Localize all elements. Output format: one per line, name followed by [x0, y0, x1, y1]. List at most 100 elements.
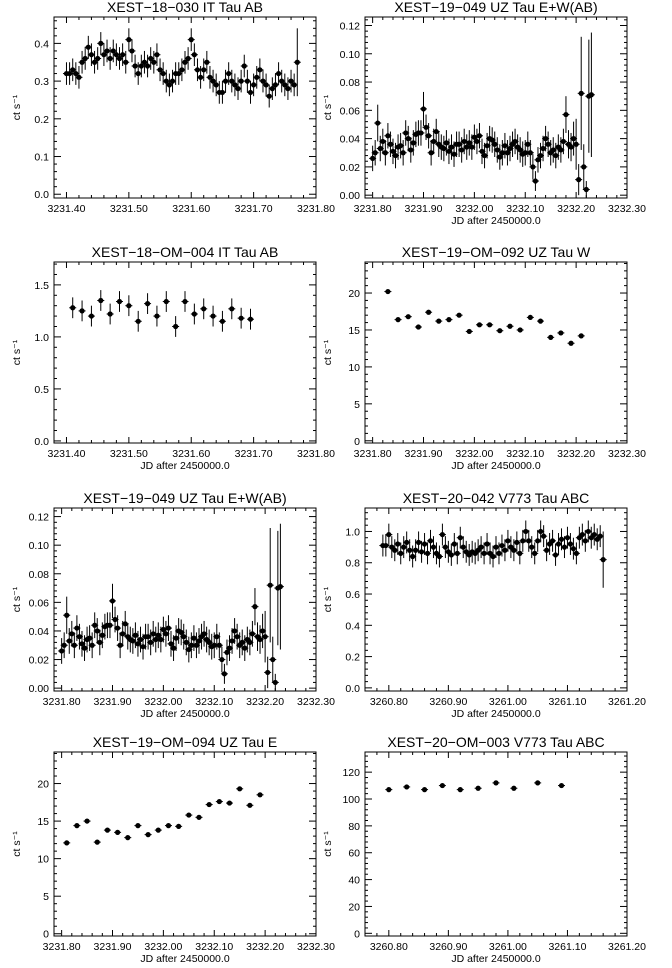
data-point — [183, 639, 189, 645]
y-axis-label: ct s⁻¹ — [11, 831, 23, 857]
x-tick-label: 3231.80 — [354, 203, 392, 215]
y-tick-label: 0.00 — [29, 683, 50, 695]
data-point — [224, 649, 230, 655]
data-point — [530, 164, 536, 170]
plot-frame — [53, 16, 317, 199]
data-point — [392, 547, 398, 553]
y-tick-label: 0.12 — [340, 20, 361, 32]
data-point — [568, 144, 574, 150]
data-point — [581, 164, 587, 170]
data-point — [95, 55, 101, 62]
x-tick-label: 3260.80 — [370, 941, 408, 953]
data-point — [517, 550, 523, 556]
data-point — [76, 634, 83, 640]
data-point — [567, 541, 574, 547]
data-point — [247, 639, 253, 645]
y-tick-label: 15 — [348, 325, 360, 337]
data-point — [241, 63, 247, 69]
y-tick-label: 1.0 — [345, 526, 360, 538]
x-axis-label: JD after 2450000.0 — [140, 953, 229, 965]
data-point — [165, 823, 172, 829]
data-point — [272, 82, 279, 88]
data-point — [132, 63, 138, 69]
data-point — [64, 612, 70, 618]
data-point — [415, 539, 422, 546]
data-point — [154, 313, 160, 319]
data-point — [197, 74, 204, 80]
data-point — [98, 40, 104, 46]
data-point — [425, 309, 432, 315]
x-tick-label: 3261.20 — [608, 696, 646, 708]
data-point — [179, 67, 185, 73]
data-point — [272, 679, 278, 686]
data-point — [505, 538, 511, 544]
x-tick-label: 3231.80 — [297, 448, 335, 460]
y-tick-label: 0.1 — [34, 152, 49, 164]
data-point — [448, 552, 454, 558]
panel-3: XEST−18−OM−004 IT Tau AB 3231.40 3231.50 32… — [11, 244, 335, 472]
data-point — [70, 67, 76, 73]
data-point — [489, 137, 495, 143]
data-point — [522, 150, 528, 156]
data-point — [277, 584, 283, 590]
data-point — [466, 140, 472, 146]
data-point — [576, 177, 582, 183]
x-tick-label: 3231.40 — [47, 203, 85, 215]
y-tick-label: 0.04 — [340, 134, 361, 146]
data-point — [511, 547, 517, 553]
data-point — [585, 528, 591, 535]
data-point — [421, 787, 428, 793]
panel-title: XEST−20−OM−003 V773 Tau ABC — [387, 734, 604, 750]
data-point — [398, 143, 404, 149]
x-tick-label: 3260.80 — [370, 696, 408, 708]
data-point — [540, 145, 546, 152]
y-axis-label: ct s⁻¹ — [11, 339, 23, 365]
data-point — [471, 134, 477, 140]
x-tick-label: 3231.60 — [172, 448, 210, 460]
data-point — [451, 541, 457, 547]
data-point — [507, 323, 513, 329]
data-point — [114, 625, 121, 631]
data-point — [433, 128, 439, 135]
data-point — [234, 634, 240, 640]
y-tick-label: 0.8 — [345, 558, 360, 570]
x-tick-label: 3232.20 — [246, 696, 284, 708]
data-point — [583, 186, 589, 193]
panel-6: XEST−20−042 V773 Tau ABC 3260.80 3260.90 32… — [322, 490, 646, 720]
data-point — [226, 800, 233, 806]
x-tick-label: 3232.00 — [455, 203, 493, 215]
panel-title: XEST−20−042 V773 Tau ABC — [403, 490, 590, 506]
data-point — [247, 802, 253, 808]
data-point — [564, 535, 571, 541]
data-point — [163, 78, 169, 84]
data-point — [176, 823, 182, 829]
data-series — [62, 28, 301, 108]
data-point — [251, 82, 257, 88]
data-point — [282, 82, 288, 88]
data-point — [229, 638, 235, 644]
data-point — [291, 82, 297, 88]
data-point — [270, 656, 276, 663]
data-point — [424, 550, 431, 556]
data-point — [558, 147, 564, 153]
x-tick-label: 3260.90 — [429, 696, 467, 708]
data-point — [553, 152, 559, 159]
x-tick-label: 3261.20 — [608, 941, 646, 953]
data-point — [104, 48, 110, 54]
x-tick-label: 3231.90 — [405, 448, 443, 460]
y-axis-label: ct s⁻¹ — [11, 586, 23, 612]
data-point — [492, 141, 498, 147]
data-point — [469, 144, 475, 150]
data-series — [379, 520, 607, 588]
data-point — [582, 538, 588, 544]
data-point — [201, 306, 207, 312]
data-point — [101, 52, 107, 58]
data-point — [168, 641, 174, 647]
data-point — [555, 541, 562, 547]
data-point — [232, 82, 238, 88]
data-point — [87, 635, 93, 641]
data-point — [206, 639, 212, 645]
data-point — [129, 48, 135, 54]
x-axis-label: JD after 2450000.0 — [140, 460, 229, 472]
y-tick-label: 10 — [37, 854, 49, 866]
